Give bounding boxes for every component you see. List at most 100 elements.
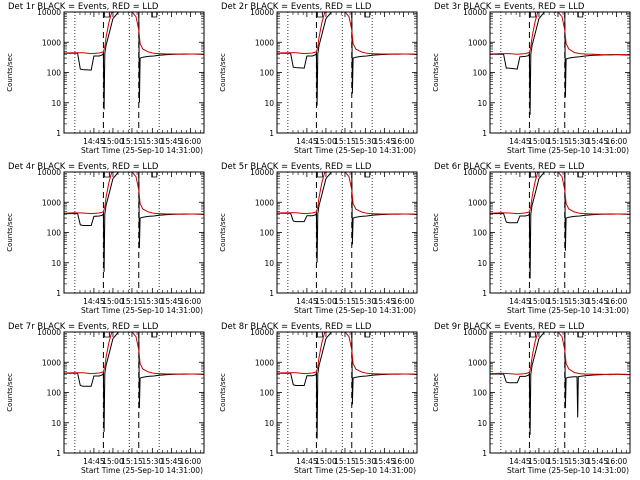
x-tick-label: 15:15: [547, 137, 569, 146]
plot-frame: [489, 11, 631, 134]
y-tick-label: 10: [477, 259, 487, 268]
x-tick-label: 15:30: [142, 137, 164, 146]
x-tick-label: 15:30: [142, 457, 164, 466]
y-tick-label: 10000: [463, 168, 487, 177]
x-axis-label: Start Time (25-Sep-10 14:31:00): [81, 146, 203, 155]
y-axis-label: Counts/sec: [6, 373, 14, 412]
y-tick-label: 10000: [37, 168, 61, 177]
y-tick-label: 1000: [255, 38, 274, 47]
plot-frame: [63, 171, 205, 294]
series-line-events: [277, 172, 417, 263]
plot-frame: [489, 171, 631, 294]
x-axis-label: Start Time (25-Sep-10 14:31:00): [507, 306, 629, 315]
interval-bracket-marker: [530, 12, 536, 18]
x-tick-label: 16:00: [393, 457, 415, 466]
plot-frame: [63, 331, 205, 454]
x-tick-label: 14:45: [83, 297, 105, 306]
x-axis-label: Start Time (25-Sep-10 14:31:00): [507, 466, 629, 475]
y-tick-label: 10000: [37, 328, 61, 337]
chart-panel-8: Det 8r BLACK = Events, RED = LLD Counts/s…: [219, 322, 418, 475]
interval-bracket-marker: [364, 12, 371, 18]
chart-panel-7: Det 7r BLACK = Events, RED = LLD Counts/s…: [6, 322, 205, 475]
interval-bracket-marker: [151, 12, 158, 18]
y-tick-label: 10000: [250, 168, 274, 177]
interval-bracket-marker: [364, 172, 371, 178]
series-line-events: [277, 12, 417, 106]
x-tick-label: 15:45: [161, 457, 183, 466]
chart-panel-3: Det 3r BLACK = Events, RED = LLD Counts/s…: [432, 2, 631, 155]
x-tick-label: 15:00: [102, 457, 124, 466]
y-tick-label: 1000: [468, 38, 487, 47]
y-tick-label: 10: [51, 259, 61, 268]
x-tick-label: 14:45: [296, 297, 318, 306]
series-line-lld: [277, 12, 417, 55]
interval-bracket-marker: [317, 12, 323, 18]
panel-title: Det 6r BLACK = Events, RED = LLD: [434, 162, 585, 172]
chart-panel-5: Det 5r BLACK = Events, RED = LLD Counts/s…: [219, 162, 418, 315]
x-tick-label: 15:30: [142, 297, 164, 306]
interval-bracket-marker: [530, 172, 536, 178]
series-line-lld: [490, 12, 630, 56]
x-tick-label: 15:15: [121, 457, 143, 466]
x-tick-label: 15:30: [568, 457, 590, 466]
x-tick-label: 15:00: [528, 137, 550, 146]
x-tick-label: 15:15: [547, 457, 569, 466]
x-tick-label: 15:15: [121, 137, 143, 146]
x-tick-label: 15:30: [568, 137, 590, 146]
y-tick-label: 100: [260, 229, 275, 238]
x-tick-label: 14:45: [296, 457, 318, 466]
interval-bracket-marker: [577, 332, 584, 338]
x-tick-label: 14:45: [296, 137, 318, 146]
x-tick-label: 15:45: [374, 297, 396, 306]
series-line-events: [490, 332, 630, 435]
panel-title: Det 9r BLACK = Events, RED = LLD: [434, 322, 585, 332]
x-tick-label: 16:00: [606, 457, 628, 466]
y-tick-label: 10: [51, 99, 61, 108]
y-tick-label: 100: [473, 389, 488, 398]
x-tick-label: 14:45: [83, 137, 105, 146]
y-tick-label: 1: [482, 289, 487, 298]
interval-bracket-marker: [317, 332, 323, 338]
x-tick-label: 15:00: [102, 297, 124, 306]
x-axis-label: Start Time (25-Sep-10 14:31:00): [81, 306, 203, 315]
series-line-lld: [490, 172, 630, 215]
y-tick-label: 1000: [255, 358, 274, 367]
interval-bracket-marker: [577, 12, 584, 18]
y-tick-label: 1000: [468, 358, 487, 367]
x-tick-label: 15:45: [374, 457, 396, 466]
y-tick-label: 100: [47, 69, 62, 78]
x-axis-label: Start Time (25-Sep-10 14:31:00): [81, 466, 203, 475]
series-line-events: [64, 172, 204, 272]
panel-title: Det 2r BLACK = Events, RED = LLD: [221, 2, 372, 12]
panel-title: Det 5r BLACK = Events, RED = LLD: [221, 162, 372, 172]
interval-bracket-marker: [104, 172, 110, 178]
x-tick-label: 15:30: [568, 297, 590, 306]
x-tick-label: 14:45: [509, 457, 531, 466]
x-axis-label: Start Time (25-Sep-10 14:31:00): [294, 146, 416, 155]
x-tick-label: 15:45: [161, 297, 183, 306]
y-tick-label: 100: [47, 389, 62, 398]
y-tick-label: 100: [260, 69, 275, 78]
y-axis-label: Counts/sec: [219, 213, 227, 252]
panel-title: Det 4r BLACK = Events, RED = LLD: [8, 162, 159, 172]
y-tick-label: 10: [477, 419, 487, 428]
y-tick-label: 10000: [37, 8, 61, 17]
x-tick-label: 15:45: [587, 457, 609, 466]
interval-bracket-marker: [577, 172, 584, 178]
x-tick-label: 15:15: [334, 297, 356, 306]
series-line-lld: [277, 172, 417, 215]
chart-panel-6: Det 6r BLACK = Events, RED = LLD Counts/s…: [432, 162, 631, 315]
x-tick-label: 15:00: [315, 137, 337, 146]
x-tick-label: 15:30: [355, 297, 377, 306]
x-axis-label: Start Time (25-Sep-10 14:31:00): [507, 146, 629, 155]
y-tick-label: 1000: [42, 38, 61, 47]
chart-panel-4: Det 4r BLACK = Events, RED = LLD Counts/s…: [6, 162, 205, 315]
y-tick-label: 10: [264, 419, 274, 428]
y-tick-label: 10000: [250, 328, 274, 337]
x-tick-label: 16:00: [180, 457, 202, 466]
y-axis-label: Counts/sec: [6, 53, 14, 92]
x-tick-label: 15:45: [587, 137, 609, 146]
y-axis-label: Counts/sec: [6, 213, 14, 252]
x-tick-label: 14:45: [509, 137, 531, 146]
